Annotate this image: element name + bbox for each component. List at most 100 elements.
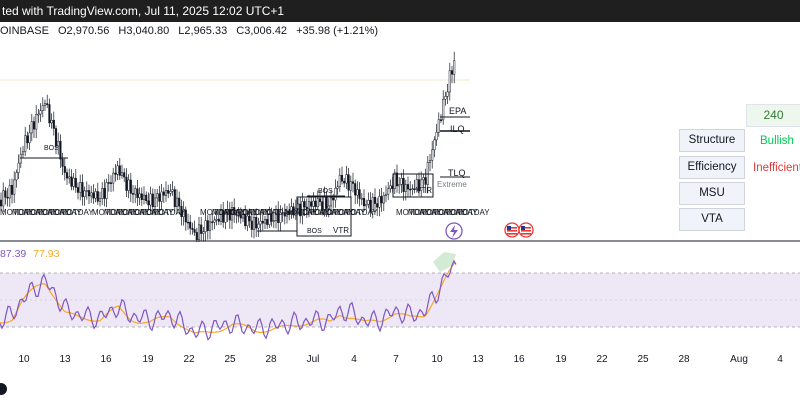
extreme-label: Extreme — [437, 180, 467, 189]
rsi-values: 87.39 77.93 — [0, 248, 59, 260]
candle-body — [61, 158, 64, 167]
candle-body — [107, 182, 110, 184]
candle-body — [74, 177, 77, 188]
time-tick: 25 — [637, 354, 649, 365]
candle-body — [314, 200, 317, 208]
day-label: MOTDAY — [36, 208, 70, 217]
day-label: MOTDAY — [92, 208, 126, 217]
candle-body — [406, 184, 410, 190]
ohlc-legend: OINBASE O2,970.56 H3,040.80 L2,965.33 C3… — [0, 25, 378, 37]
candle-body — [138, 193, 141, 198]
day-label: MOTDAY — [128, 208, 162, 217]
candle-body — [325, 195, 328, 209]
candle-body — [105, 182, 108, 199]
candle-body — [259, 220, 262, 225]
time-tick: 22 — [183, 354, 195, 365]
candle-body — [402, 177, 405, 192]
candle-body — [156, 193, 159, 199]
high-value: 3,040.80 — [126, 25, 170, 37]
candle-body — [424, 177, 427, 185]
candle-body — [272, 220, 275, 222]
candle-body — [180, 205, 183, 217]
candle-body — [303, 201, 306, 208]
candle-body — [184, 209, 187, 223]
candle-body — [261, 220, 264, 224]
candle-body — [202, 231, 205, 234]
day-label: MOTDAY — [444, 208, 478, 217]
candle-body — [215, 218, 218, 221]
time-tick: 16 — [513, 354, 525, 365]
candle-body — [347, 174, 350, 191]
candle-body — [26, 135, 29, 144]
close-value: 3,006.42 — [244, 25, 288, 37]
time-tick: 10 — [18, 354, 30, 365]
day-label: MOTDAY — [48, 208, 82, 217]
rsi-line — [0, 259, 457, 341]
vtr-box-1 — [296, 196, 352, 237]
candle-body — [393, 172, 396, 189]
crosshair-icon[interactable] — [0, 382, 8, 396]
day-label: MOTDAY — [152, 208, 186, 217]
timeframe-value: 240 — [746, 104, 800, 127]
candle-body — [206, 220, 209, 231]
open-value: 2,970.56 — [66, 25, 110, 37]
time-axis[interactable]: 10 13 16 19 22 25 28 Jul 4 7 10 13 16 19 22 25 28 Aug 4 — [0, 348, 800, 370]
epa-label: EPA — [449, 106, 466, 116]
candle-body — [310, 201, 313, 207]
candle-body — [123, 172, 126, 178]
day-label: MOTDAY — [60, 208, 94, 217]
low-value: 2,965.33 — [184, 25, 228, 37]
candle-body — [327, 205, 330, 209]
candle-body — [186, 221, 190, 224]
time-tick: 19 — [142, 354, 154, 365]
candle-body — [290, 206, 293, 215]
candle-body — [248, 215, 251, 222]
candle-body — [134, 188, 137, 195]
us-flag-icon[interactable] — [504, 222, 520, 238]
candle-body — [127, 179, 130, 191]
candle-body — [219, 210, 223, 222]
candle-body — [46, 103, 49, 105]
candle-body — [167, 190, 170, 194]
high-label: H — [118, 25, 127, 37]
structure-value: Bullish — [760, 135, 794, 147]
time-tick: 10 — [431, 354, 443, 365]
candle-body — [307, 201, 311, 210]
candle-body — [270, 213, 273, 222]
candle-body — [395, 172, 399, 187]
rsi-chart[interactable] — [0, 242, 800, 348]
lightning-icon[interactable] — [445, 222, 463, 240]
msu-button[interactable]: MSU — [679, 182, 745, 205]
time-tick: 22 — [596, 354, 608, 365]
candle-body — [54, 128, 58, 147]
us-flag-icon[interactable] — [518, 222, 534, 238]
price-chart[interactable]: BOS BOS BOS VTR VTR EPA ILQ TLQ Extreme … — [0, 40, 800, 242]
candle-body — [90, 192, 93, 197]
time-tick: 13 — [472, 354, 484, 365]
exchange-label: OINBASE — [0, 25, 49, 37]
candle-body — [178, 197, 181, 207]
candle-body — [222, 210, 225, 223]
structure-button[interactable]: Structure — [679, 129, 745, 152]
vta-button[interactable]: VTA — [679, 208, 745, 231]
efficiency-button[interactable]: Efficiency — [679, 156, 745, 179]
day-label: MOTDAY — [456, 208, 490, 217]
candle-body — [376, 203, 379, 208]
candle-body — [422, 177, 425, 181]
candle-body — [116, 165, 119, 175]
candle-body — [417, 179, 421, 191]
candle-body — [444, 96, 447, 100]
candle-body — [448, 70, 451, 93]
day-label: MOTDAY — [408, 208, 442, 217]
candle-body — [173, 189, 176, 207]
candle-body — [164, 190, 168, 196]
candle-body — [96, 191, 99, 202]
candle-body — [356, 189, 359, 196]
candle-body — [109, 182, 113, 184]
day-label: MOTDAY — [200, 208, 234, 217]
candle-body — [299, 203, 302, 217]
candle-body — [21, 151, 25, 155]
candle-body — [279, 212, 282, 223]
candle-body — [193, 229, 196, 233]
candle-body — [367, 199, 370, 205]
